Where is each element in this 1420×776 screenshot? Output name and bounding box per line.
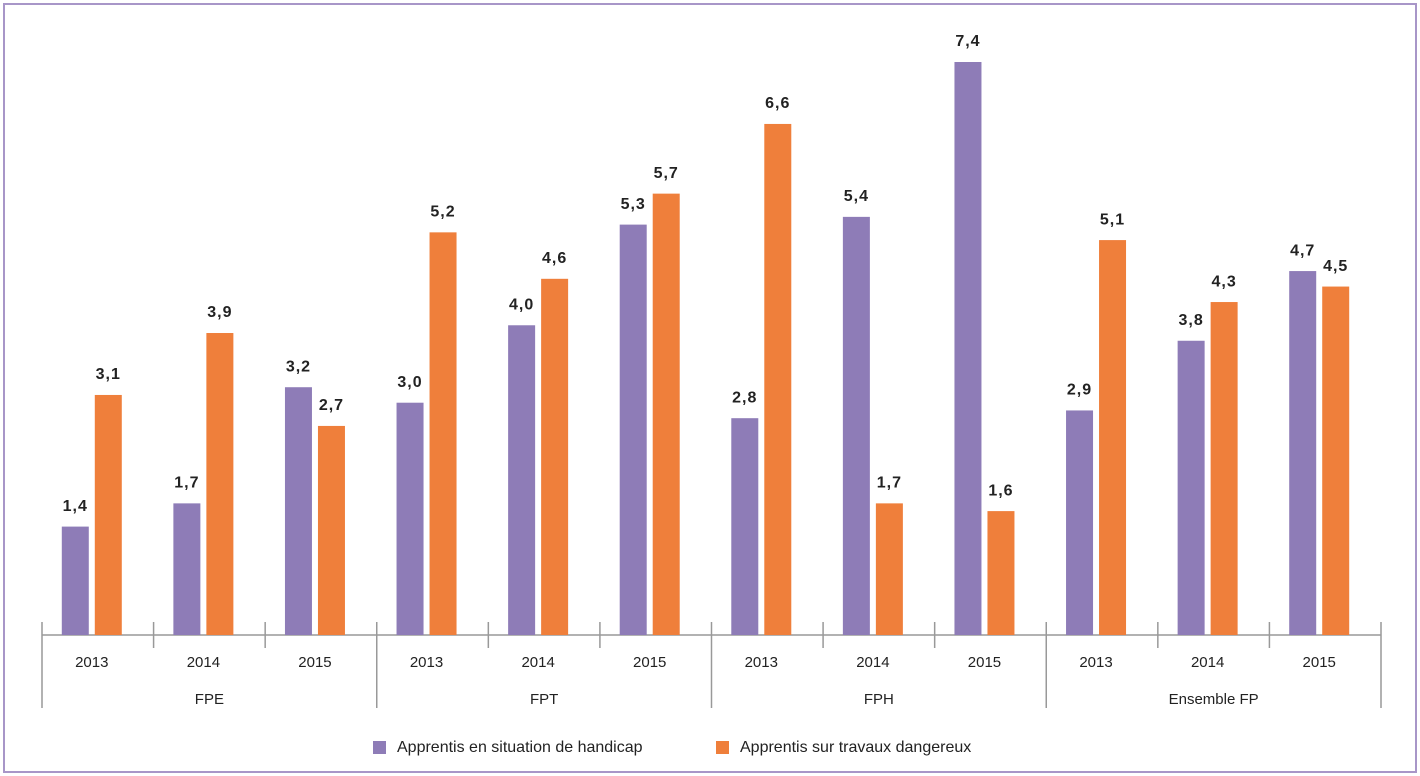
bar [61, 526, 89, 635]
bar [987, 511, 1015, 635]
bar [1210, 302, 1238, 635]
bar [1289, 271, 1317, 635]
data-label: 3,9 [207, 304, 232, 321]
data-label: 5,7 [654, 165, 679, 182]
data-label: 4,7 [1290, 242, 1315, 259]
bar [842, 216, 870, 635]
bar [284, 387, 312, 635]
data-label: 2,7 [319, 397, 344, 414]
data-label: 5,3 [621, 196, 646, 213]
x-tick-label: 2013 [745, 654, 778, 671]
x-tick-label: 2014 [856, 654, 889, 671]
bar [652, 193, 680, 635]
bar [875, 503, 903, 635]
data-label: 4,0 [509, 296, 534, 313]
x-tick-label: 2014 [187, 654, 220, 671]
data-label: 3,1 [96, 366, 121, 383]
data-label: 2,8 [732, 389, 757, 406]
bar [396, 402, 424, 635]
bar [541, 278, 569, 635]
group-label: FPH [864, 691, 894, 708]
x-tick-label: 2014 [1191, 654, 1224, 671]
bar [508, 325, 536, 635]
data-label: 5,2 [430, 204, 455, 221]
bar [1322, 286, 1350, 635]
data-label: 5,4 [844, 188, 869, 205]
data-label: 4,6 [542, 250, 567, 267]
bar [764, 123, 792, 635]
group-label: Ensemble FP [1169, 691, 1259, 708]
group-label: FPE [195, 691, 224, 708]
x-tick-label: 2014 [521, 654, 554, 671]
data-label: 2,9 [1067, 382, 1092, 399]
bar [317, 425, 345, 635]
data-label: 4,3 [1212, 273, 1237, 290]
bar [619, 224, 647, 636]
group-label: FPT [530, 691, 558, 708]
x-tick-label: 2013 [1079, 654, 1112, 671]
bar [206, 333, 234, 635]
bar [429, 232, 457, 635]
data-label: 7,4 [955, 33, 980, 50]
data-label: 5,1 [1100, 211, 1125, 228]
bar [94, 394, 122, 635]
bar [1099, 240, 1127, 635]
data-label: 1,6 [988, 482, 1013, 499]
data-label: 1,7 [877, 475, 902, 492]
x-tick-label: 2015 [1303, 654, 1336, 671]
legend-swatch [373, 741, 386, 754]
data-label: 6,6 [765, 95, 790, 112]
x-tick-label: 2013 [410, 654, 443, 671]
x-tick-label: 2015 [298, 654, 331, 671]
x-tick-label: 2015 [968, 654, 1001, 671]
legend-label: Apprentis sur travaux dangereux [740, 739, 971, 756]
data-label: 3,2 [286, 358, 311, 375]
bar [1066, 410, 1094, 635]
bar [731, 418, 759, 635]
data-label: 1,7 [174, 475, 199, 492]
bar [954, 62, 982, 635]
bar [1177, 340, 1205, 635]
x-tick-label: 2013 [75, 654, 108, 671]
bar [173, 503, 201, 635]
x-tick-label: 2015 [633, 654, 666, 671]
legend-swatch [716, 741, 729, 754]
data-label: 3,0 [397, 374, 422, 391]
data-label: 1,4 [63, 498, 88, 515]
legend-label: Apprentis en situation de handicap [397, 739, 643, 756]
data-label: 3,8 [1179, 312, 1204, 329]
data-label: 4,5 [1323, 258, 1348, 275]
